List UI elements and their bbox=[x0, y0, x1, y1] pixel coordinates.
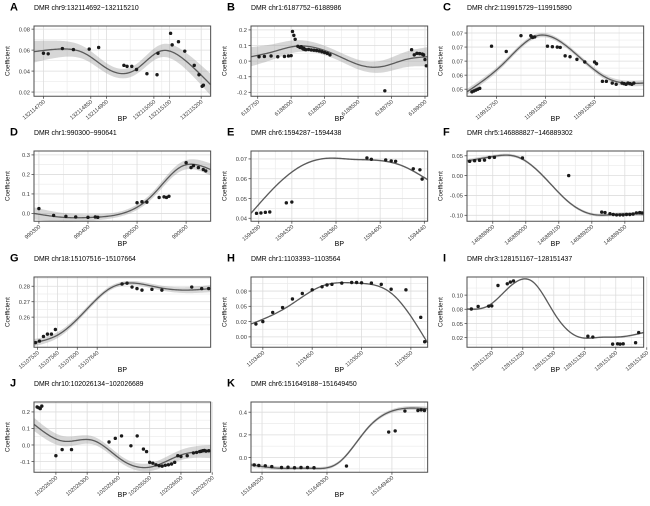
svg-text:0.06: 0.06 bbox=[452, 73, 463, 79]
svg-text:H: H bbox=[227, 252, 235, 264]
svg-text:0.1: 0.1 bbox=[22, 192, 30, 198]
svg-text:0.2: 0.2 bbox=[239, 433, 247, 439]
svg-text:Coefficient: Coefficient bbox=[438, 171, 445, 201]
svg-text:0.27: 0.27 bbox=[19, 300, 30, 306]
svg-text:BP: BP bbox=[118, 492, 128, 499]
svg-text:G: G bbox=[10, 252, 19, 264]
svg-text:Coefficient: Coefficient bbox=[4, 171, 11, 201]
svg-text:0.00: 0.00 bbox=[235, 335, 246, 341]
svg-text:0.08: 0.08 bbox=[452, 307, 463, 313]
svg-text:0.05: 0.05 bbox=[452, 88, 463, 94]
svg-text:B: B bbox=[227, 2, 235, 14]
svg-text:DMR chr1:1103393−1103564: DMR chr1:1103393−1103564 bbox=[251, 256, 341, 263]
svg-text:Coefficient: Coefficient bbox=[221, 296, 228, 326]
svg-text:0.08: 0.08 bbox=[19, 27, 30, 33]
svg-text:Coefficient: Coefficient bbox=[4, 46, 11, 76]
svg-text:DMR chr6:151649188−151649450: DMR chr6:151649188−151649450 bbox=[251, 381, 357, 388]
svg-text:D: D bbox=[10, 127, 18, 139]
svg-text:0.07: 0.07 bbox=[452, 59, 463, 65]
svg-text:DMR chr9:132114692−132115210: DMR chr9:132114692−132115210 bbox=[34, 5, 139, 12]
svg-text:0.06: 0.06 bbox=[19, 48, 30, 54]
svg-text:DMR chr3:128151167−128151437: DMR chr3:128151167−128151437 bbox=[467, 256, 572, 263]
svg-text:BP: BP bbox=[118, 367, 128, 374]
svg-text:DMR chr6:1594287−1594438: DMR chr6:1594287−1594438 bbox=[251, 130, 342, 137]
svg-text:BP: BP bbox=[118, 116, 128, 123]
svg-text:BP: BP bbox=[551, 116, 561, 123]
svg-text:BP: BP bbox=[334, 367, 344, 374]
svg-text:BP: BP bbox=[334, 492, 344, 499]
svg-text:0.07: 0.07 bbox=[452, 31, 463, 37]
svg-text:0.02: 0.02 bbox=[19, 90, 30, 96]
svg-text:-0.1: -0.1 bbox=[237, 75, 247, 81]
svg-text:0.04: 0.04 bbox=[235, 217, 247, 223]
svg-text:BP: BP bbox=[118, 241, 128, 248]
svg-text:0.02: 0.02 bbox=[235, 319, 246, 325]
svg-text:0.0: 0.0 bbox=[239, 456, 247, 462]
svg-text:BP: BP bbox=[334, 241, 344, 248]
svg-text:0.05: 0.05 bbox=[235, 304, 246, 310]
svg-text:-0.10: -0.10 bbox=[450, 214, 463, 220]
svg-text:0.2: 0.2 bbox=[239, 28, 247, 34]
svg-text:F: F bbox=[443, 127, 450, 139]
svg-text:DMR chr2:119915729−119915890: DMR chr2:119915729−119915890 bbox=[467, 5, 572, 12]
svg-text:BP: BP bbox=[551, 241, 561, 248]
svg-text:0.05: 0.05 bbox=[452, 154, 463, 160]
svg-text:0.07: 0.07 bbox=[235, 157, 246, 163]
svg-text:0.05: 0.05 bbox=[235, 197, 246, 203]
svg-text:J: J bbox=[10, 377, 16, 389]
svg-text:Coefficient: Coefficient bbox=[221, 171, 228, 201]
svg-text:0.0: 0.0 bbox=[22, 443, 30, 449]
svg-text:0.4: 0.4 bbox=[239, 410, 248, 416]
svg-text:BP: BP bbox=[551, 367, 561, 374]
svg-text:E: E bbox=[227, 127, 234, 139]
svg-text:0.0: 0.0 bbox=[239, 59, 247, 65]
svg-text:-0.2: -0.2 bbox=[237, 91, 247, 97]
svg-text:I: I bbox=[443, 252, 446, 264]
svg-text:DMR chr1:6187752−6188986: DMR chr1:6187752−6188986 bbox=[251, 5, 342, 12]
svg-text:0.04: 0.04 bbox=[19, 69, 31, 75]
svg-text:Coefficient: Coefficient bbox=[4, 422, 11, 452]
svg-text:0.28: 0.28 bbox=[19, 284, 30, 290]
svg-text:0.10: 0.10 bbox=[452, 293, 463, 299]
svg-text:0.1: 0.1 bbox=[22, 427, 30, 433]
svg-text:0.2: 0.2 bbox=[22, 410, 30, 416]
svg-text:DMR chr18:15107516−15107664: DMR chr18:15107516−15107664 bbox=[34, 256, 136, 263]
svg-text:Coefficient: Coefficient bbox=[4, 296, 11, 326]
svg-text:Coefficient: Coefficient bbox=[221, 46, 228, 76]
svg-text:0.07: 0.07 bbox=[452, 45, 463, 51]
svg-text:0.1: 0.1 bbox=[239, 44, 247, 50]
svg-text:DMR chr1:990300−990641: DMR chr1:990300−990641 bbox=[34, 130, 117, 137]
svg-text:0.06: 0.06 bbox=[235, 177, 246, 183]
svg-text:Coefficient: Coefficient bbox=[221, 422, 228, 452]
svg-text:0.05: 0.05 bbox=[452, 321, 463, 327]
svg-text:-0.1: -0.1 bbox=[20, 460, 30, 466]
svg-text:BP: BP bbox=[334, 116, 344, 123]
svg-text:-0.05: -0.05 bbox=[450, 194, 463, 200]
svg-text:0.00: 0.00 bbox=[452, 174, 463, 180]
svg-text:C: C bbox=[443, 2, 451, 14]
svg-text:Coefficient: Coefficient bbox=[438, 296, 445, 326]
svg-text:0.2: 0.2 bbox=[22, 173, 30, 179]
svg-text:0.02: 0.02 bbox=[452, 335, 463, 341]
svg-text:0.0: 0.0 bbox=[22, 212, 30, 218]
svg-text:0.3: 0.3 bbox=[22, 153, 30, 159]
svg-text:DMR chr10:102026134−102026689: DMR chr10:102026134−102026689 bbox=[34, 381, 144, 388]
svg-text:0.08: 0.08 bbox=[235, 289, 246, 295]
svg-text:DMR chr5:146888827−146889302: DMR chr5:146888827−146889302 bbox=[467, 130, 573, 137]
svg-text:Coefficient: Coefficient bbox=[438, 46, 445, 76]
svg-text:A: A bbox=[10, 2, 18, 14]
svg-text:K: K bbox=[227, 377, 235, 389]
svg-text:0.26: 0.26 bbox=[19, 315, 30, 321]
